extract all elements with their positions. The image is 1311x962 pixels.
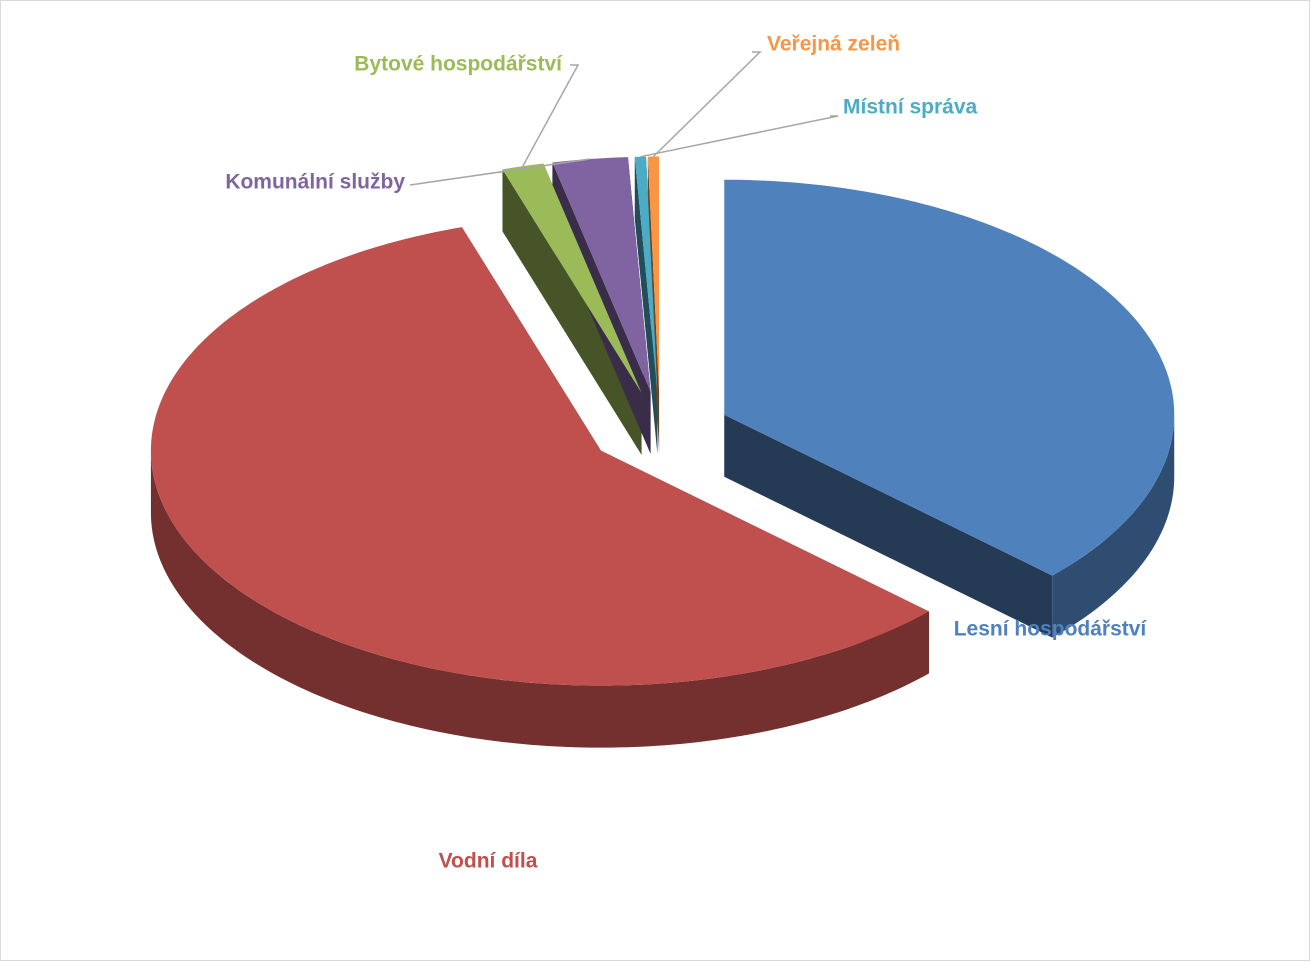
slice-side	[150, 450, 929, 748]
leader-line	[409, 158, 591, 186]
data-label: Vodní díla	[439, 850, 538, 873]
data-label: Lesní hospodářství	[954, 618, 1148, 641]
slice	[552, 157, 651, 392]
data-label: Místní správa	[843, 96, 978, 119]
slice	[724, 179, 1175, 576]
slice	[150, 227, 929, 686]
slice-cut-face	[502, 169, 642, 455]
leader-line	[652, 51, 762, 158]
leader-line	[522, 64, 580, 167]
data-label: Komunální služby	[225, 171, 405, 194]
leader-line	[640, 115, 839, 158]
slice	[502, 163, 642, 393]
slice	[634, 156, 658, 392]
slice-side	[1052, 414, 1175, 638]
data-label: Bytové hospodářství	[354, 53, 563, 76]
slice-cut-face	[724, 414, 1053, 638]
slice-cut-face	[634, 156, 658, 454]
data-label: Veřejná zeleň	[767, 33, 900, 56]
slice	[647, 156, 660, 392]
